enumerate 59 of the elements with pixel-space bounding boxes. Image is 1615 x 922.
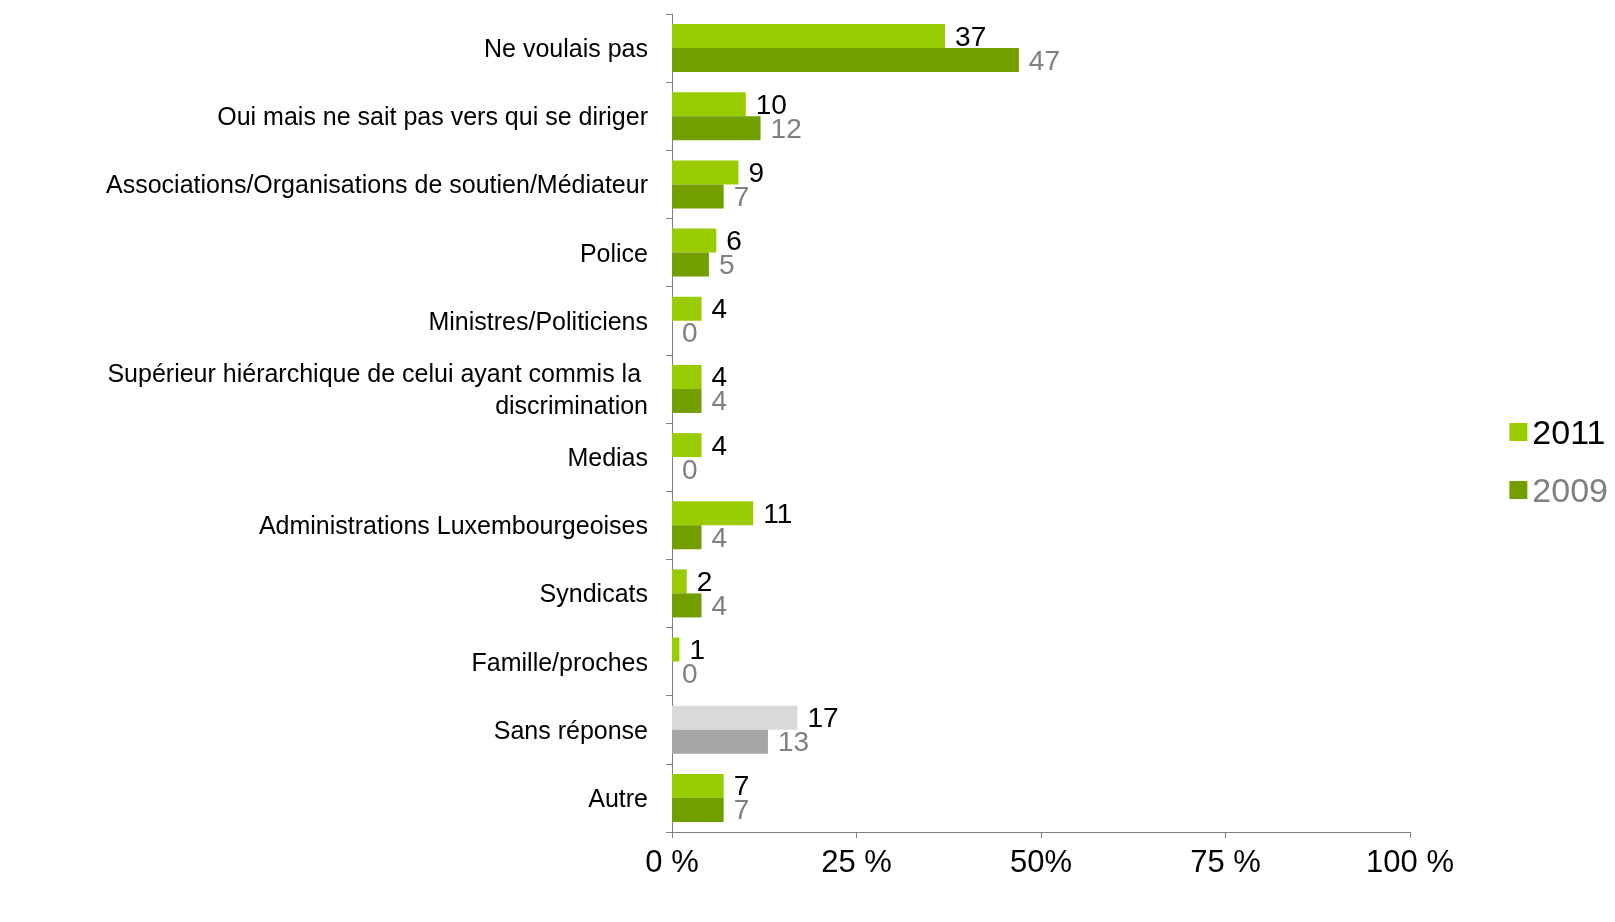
bar: [672, 729, 768, 754]
data-label: 47: [1028, 44, 1061, 76]
x-tick-label: 100 %: [1366, 844, 1454, 879]
data-label: 4: [711, 429, 728, 461]
y-tick-label: Sans réponse: [493, 715, 648, 744]
y-tick-label: Associations/Organisations de soutien/Médiateur: [106, 170, 648, 199]
bar: [672, 501, 754, 526]
bar: [672, 252, 709, 277]
bar: [672, 637, 680, 662]
data-label: 5: [718, 249, 735, 281]
data-label: 17: [807, 702, 839, 734]
bar: [672, 525, 702, 550]
data-label: 7: [733, 794, 750, 826]
data-label: 4: [711, 589, 728, 621]
legend-label: 2011: [1532, 413, 1606, 451]
bar: [672, 92, 746, 117]
data-label: 4: [711, 385, 728, 417]
bar: [672, 296, 702, 321]
y-tick-label: Ministres/Politiciens: [428, 306, 648, 335]
bar: [672, 705, 798, 730]
y-tick-label: Police: [579, 238, 648, 267]
bar: [672, 184, 724, 209]
bar: [672, 569, 687, 594]
bar: [672, 364, 702, 389]
data-label: 9: [748, 156, 764, 188]
data-label: 0: [682, 317, 698, 349]
bar: [672, 388, 702, 413]
y-tick-label: Famille/proches: [471, 647, 648, 676]
y-tick-label: Medias: [567, 443, 648, 472]
bar: [672, 24, 946, 49]
bar: [672, 116, 761, 141]
data-label: 11: [763, 497, 793, 529]
y-tick-label: Oui mais ne sait pas vers qui se diriger: [217, 102, 648, 131]
y-tick-label: Administrations Luxembourgeoises: [258, 511, 648, 540]
data-label: 7: [733, 180, 750, 212]
data-label: 37: [955, 20, 987, 52]
data-label: 4: [711, 521, 728, 553]
data-label: 2: [696, 565, 713, 597]
y-tick-label: Syndicats: [539, 579, 648, 608]
bar: [672, 593, 702, 618]
data-label: 13: [777, 726, 810, 758]
x-tick-label: 75 %: [1190, 844, 1261, 879]
data-label: 10: [755, 88, 787, 120]
data-label: 0: [682, 658, 698, 690]
bar: [672, 228, 717, 253]
y-tick-label: Supérieur hiérarchique de celui ayant commis la discrimination: [107, 358, 648, 419]
bar: [672, 433, 702, 458]
bar: [672, 160, 739, 185]
bar: [672, 797, 724, 822]
legend-label: 2009: [1532, 471, 1608, 509]
data-label: 4: [711, 293, 728, 325]
x-tick-label: 25 %: [821, 844, 892, 879]
x-tick-label: 0 %: [645, 844, 699, 879]
x-tick-label: 50%: [1009, 844, 1073, 879]
y-tick-label: Autre: [588, 783, 648, 812]
y-tick-label: Ne voulais pas: [484, 34, 648, 63]
bar: [672, 773, 724, 798]
data-label: 0: [682, 453, 698, 485]
bar: [672, 48, 1019, 73]
